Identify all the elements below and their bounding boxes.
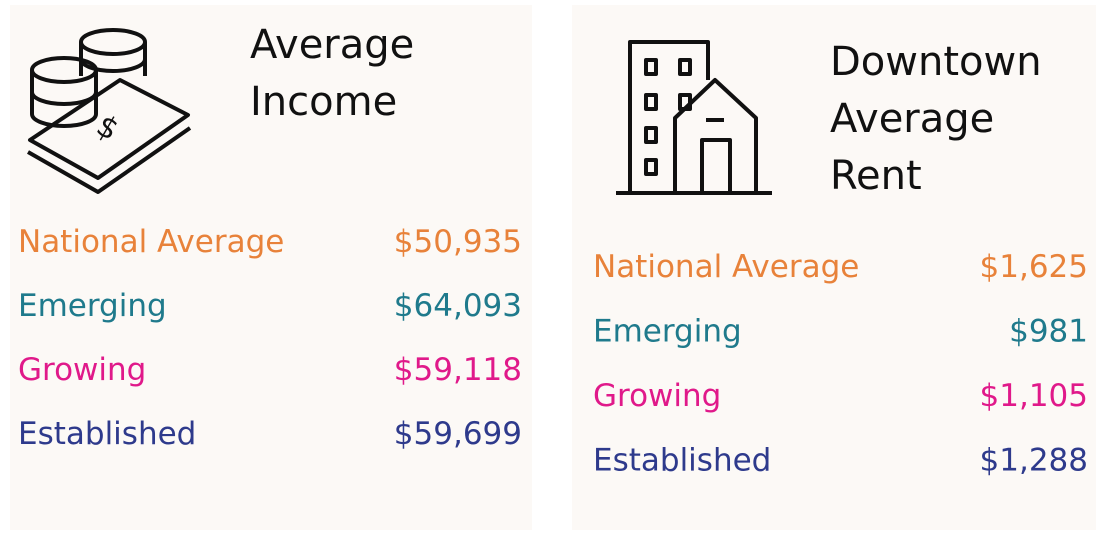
row-value: $1,288 (980, 443, 1088, 479)
card-title: Downtown (830, 39, 1042, 85)
row-label: Growing (593, 378, 721, 414)
row-value: $981 (1009, 314, 1088, 350)
row-label: National Average (593, 249, 859, 285)
row-label: Emerging (593, 314, 742, 350)
card-title: Income (250, 79, 397, 125)
card-title: Rent (830, 153, 922, 199)
row-value: $1,105 (980, 378, 1088, 414)
row-value: $50,935 (394, 224, 522, 260)
row-value: $1,625 (980, 249, 1088, 285)
row-value: $64,093 (394, 288, 522, 324)
row-label: Established (593, 443, 771, 479)
card-title: Average (250, 22, 414, 68)
row-label: National Average (18, 224, 284, 260)
row-label: Emerging (18, 288, 167, 324)
row-label: Established (18, 416, 196, 452)
row-value: $59,118 (394, 352, 522, 388)
card-title: Average (830, 96, 994, 142)
row-value: $59,699 (394, 416, 522, 452)
row-label: Growing (18, 352, 146, 388)
building-icon (616, 40, 772, 195)
card-background (572, 5, 1096, 530)
